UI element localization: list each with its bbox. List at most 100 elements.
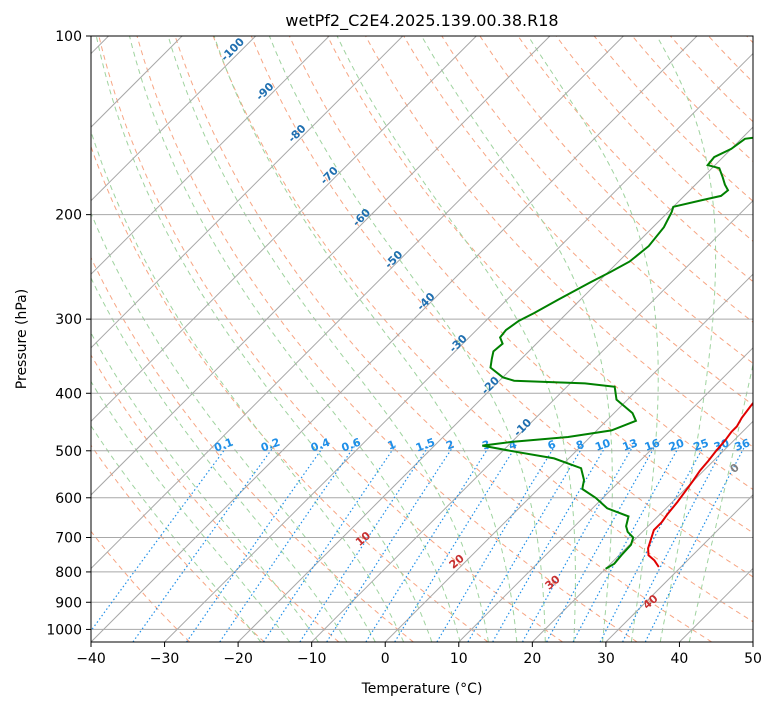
isotherm-label: -90: [253, 80, 276, 103]
mixing-ratio-label: 0.6: [340, 436, 363, 455]
moist-adiabat-line: [336, 36, 576, 642]
y-tick-label: 700: [55, 531, 82, 547]
x-tick-label: −20: [223, 651, 253, 667]
mixing-ratio-line: [492, 445, 607, 642]
moist-adiabat-line: [167, 36, 489, 642]
isotherm-line: [164, 52, 753, 642]
moist-adiabat-line: [91, 380, 291, 642]
isotherm-label: -10: [511, 416, 534, 439]
y-axis-label: Pressure (hPa): [14, 289, 30, 389]
moist-adiabat-line: [95, 36, 433, 642]
dry-adiabat-line: [441, 36, 753, 364]
moist-adiabat-line: [421, 36, 613, 642]
isotherm-line: [237, 126, 753, 642]
mixing-ratio-line: [186, 445, 325, 642]
dry-adiabat-line: [91, 256, 414, 642]
isotherm-line: [91, 36, 477, 423]
x-tick-label: 0: [381, 651, 390, 667]
isotherm-line: [91, 36, 330, 275]
moist-adiabat-line: [91, 276, 348, 642]
isotherm-line: [752, 641, 753, 642]
mixing-ratio-line: [262, 445, 396, 642]
y-tick-label: 400: [55, 386, 82, 402]
mixing-ratio-line: [326, 445, 455, 642]
dry-adiabat-line: [746, 36, 753, 44]
dry-adiabat-line: [403, 36, 753, 406]
dry-adiabat-line: [670, 36, 753, 123]
x-tick-label: 10: [450, 651, 468, 667]
dry-adiabat-line: [250, 36, 753, 578]
mixing-ratio-label: 36: [733, 436, 752, 454]
background-lines: [91, 36, 753, 642]
plot-area: -100-90-80-70-60-50-40-30-20-100.1 0.2 0.4…: [91, 36, 753, 642]
mixing-ratio-label: 0.2: [259, 436, 282, 455]
mixing-ratio-line: [132, 445, 275, 642]
mixing-ratio-label: 0.4: [309, 436, 332, 455]
mixing-ratio-label: 1: [386, 438, 398, 453]
dry-adiabat-line: [212, 36, 753, 623]
y-tick-label: 900: [55, 595, 82, 611]
moist-adiabat-line: [91, 211, 376, 642]
mixing-ratio-label: 8: [574, 438, 586, 453]
mixing-ratio-line: [365, 445, 491, 642]
mixing-ratio-label: 0.1: [212, 436, 235, 455]
mixing-ratio-label: 20: [667, 436, 686, 454]
x-axis: −40 −30 −20 −10 0 10 20 30 40 50: [76, 642, 762, 667]
mixing-ratio-label: 4: [507, 438, 519, 453]
moist-adiabat-line: [527, 36, 659, 642]
dry-adiabat-line: [91, 530, 191, 642]
x-tick-label: 30: [597, 651, 615, 667]
isotherm-label: -70: [318, 164, 341, 187]
mixing-ratio-label: 25: [692, 436, 711, 453]
dry-adiabat-label: 10: [353, 529, 373, 549]
dry-adiabat-line: [631, 36, 753, 163]
mixing-ratio-line: [299, 445, 430, 642]
chart-title: wetPf2_C2E4.2025.139.00.38.R18: [285, 11, 558, 31]
isotherm-label: -40: [414, 290, 437, 313]
moist-adiabat-line: [213, 36, 518, 642]
y-tick-label: 300: [55, 312, 82, 328]
x-tick-label: −30: [150, 651, 180, 667]
dry-adiabat-line: [91, 354, 340, 642]
dry-adiabat-line: [98, 36, 563, 642]
mixing-ratio-label: 1.5: [414, 436, 437, 455]
dry-adiabat-label: 40: [641, 592, 661, 612]
isotherm-line: [384, 273, 753, 642]
dry-adiabat-line: [91, 145, 489, 642]
mixing-ratio-line: [546, 445, 656, 642]
dry-adiabat-line: [91, 444, 265, 642]
moist-adiabat-line: [129, 36, 461, 642]
mixing-ratio-line: [521, 445, 634, 642]
mixing-ratio-line: [436, 445, 556, 642]
isotherm-line: [458, 347, 753, 642]
dry-adiabat-line: [174, 36, 713, 642]
mixing-ratio-line: [219, 445, 356, 642]
dry-adiabat-line: [593, 36, 753, 202]
isotherm-line: [605, 494, 753, 642]
dewpoint-profile-line: [482, 136, 753, 570]
moist-adiabat-line: [91, 331, 319, 642]
x-tick-label: −40: [76, 651, 106, 667]
isotherm-line: [679, 567, 753, 642]
mixing-ratio-line: [91, 445, 229, 632]
y-tick-label: 800: [55, 565, 82, 581]
y-axis: 100 200 300 400 500 600 700 800 900 1000: [46, 29, 91, 638]
dry-adiabat-line: [517, 36, 753, 283]
x-tick-label: 20: [523, 651, 541, 667]
isotherm-line: [91, 36, 404, 349]
y-tick-label: 600: [55, 491, 82, 507]
mixing-ratio-label: 13: [621, 436, 640, 453]
y-tick-label: 1000: [46, 622, 82, 638]
dry-adiabat-line: [708, 36, 753, 83]
dry-adiabat-label: 20: [447, 552, 467, 572]
mixing-ratio-line: [599, 445, 705, 642]
y-tick-label: 500: [55, 444, 82, 460]
isotherm-label: -60: [350, 206, 373, 229]
y-tick-label: 100: [55, 29, 82, 45]
x-tick-label: −10: [297, 651, 327, 667]
mixing-ratio-line: [394, 445, 517, 642]
moist-adiabat-line: [656, 36, 717, 642]
mixing-ratio-label: 10: [593, 436, 612, 454]
isotherm-label: -80: [285, 122, 308, 145]
mixing-ratio-label: 2: [444, 438, 456, 453]
